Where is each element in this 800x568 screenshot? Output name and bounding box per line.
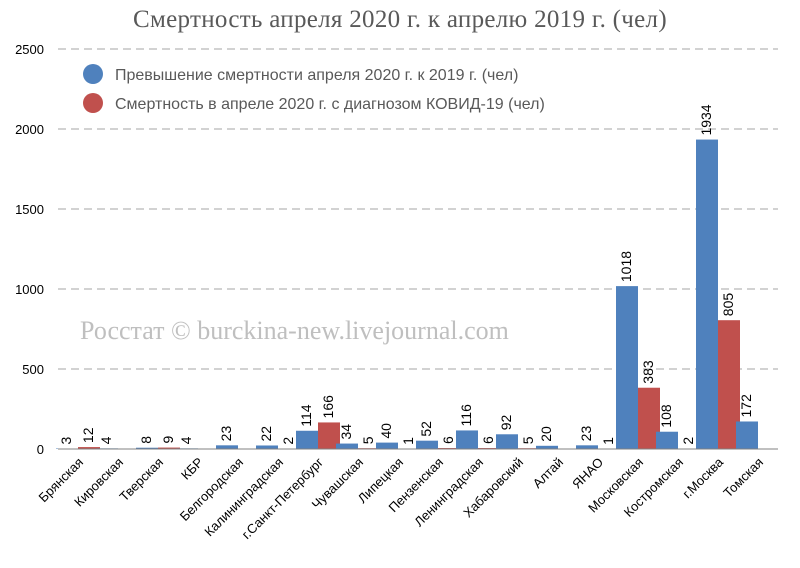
bars — [56, 139, 758, 449]
bar — [536, 445, 558, 449]
bar — [336, 443, 358, 449]
bar — [318, 422, 340, 449]
x-tick-label: Ленинградская — [411, 455, 486, 530]
data-label: 383 — [640, 360, 656, 384]
data-label: 4 — [178, 436, 194, 444]
data-label: 8 — [138, 436, 154, 444]
data-label: 116 — [458, 404, 474, 427]
bar — [296, 430, 318, 449]
bar — [158, 447, 180, 449]
data-label: 34 — [338, 424, 354, 440]
bar — [416, 440, 438, 449]
x-tick-label: Томская — [720, 455, 766, 501]
y-tick-label: 0 — [37, 442, 44, 457]
data-label: 6 — [480, 436, 496, 444]
bar — [376, 442, 398, 449]
data-label: 4 — [98, 436, 114, 444]
bar — [638, 387, 660, 449]
data-label: 108 — [658, 404, 674, 428]
watermark-text: Росстат © burckina-new.livejournal.com — [80, 316, 509, 345]
x-tick-label: КБР — [178, 455, 206, 483]
bar — [656, 431, 678, 449]
data-label: 1 — [600, 437, 616, 445]
data-label: 2 — [680, 437, 696, 445]
legend-marker — [83, 93, 103, 113]
data-label: 5 — [360, 436, 376, 444]
y-tick-label: 2000 — [15, 122, 44, 137]
bar — [78, 447, 100, 449]
x-tick-label: ЯНАО — [569, 455, 606, 492]
data-label: 172 — [738, 394, 754, 418]
data-label: 9 — [160, 436, 176, 444]
data-label: 1934 — [698, 104, 714, 135]
bar — [496, 434, 518, 449]
x-tick-label: Тверская — [116, 455, 166, 505]
data-label: 2 — [280, 437, 296, 445]
data-label: 52 — [418, 421, 434, 437]
data-label: 805 — [720, 293, 736, 317]
bar — [576, 445, 598, 449]
legend-label: Смертность в апреле 2020 г. с диагнозом … — [115, 96, 545, 113]
x-tick-label: г.Москва — [679, 454, 726, 501]
bar — [456, 430, 478, 449]
bar — [736, 421, 758, 449]
data-label: 92 — [498, 414, 514, 430]
bar — [696, 139, 718, 449]
data-label: 3 — [58, 437, 74, 445]
y-tick-label: 1500 — [15, 202, 44, 217]
data-label: 40 — [378, 423, 394, 439]
legend: Превышение смертности апреля 2020 г. к 2… — [83, 64, 545, 113]
data-label: 5 — [520, 436, 536, 444]
data-label: 20 — [538, 426, 554, 442]
gridlines — [58, 48, 778, 370]
data-label: 23 — [578, 426, 594, 442]
data-label: 166 — [320, 395, 336, 419]
data-label: 12 — [80, 427, 96, 443]
chart-title: Смертность апреля 2020 г. к апрелю 2019 … — [133, 6, 667, 33]
legend-marker — [83, 64, 103, 84]
bar — [616, 286, 638, 449]
data-label: 23 — [218, 426, 234, 442]
data-label: 22 — [258, 426, 274, 442]
bar — [136, 447, 158, 449]
bar — [216, 445, 238, 449]
data-label: 6 — [440, 436, 456, 444]
x-tick-label: Алтай — [530, 455, 566, 491]
y-tick-label: 2500 — [15, 42, 44, 57]
legend-label: Превышение смертности апреля 2020 г. к 2… — [115, 67, 518, 84]
data-label: 1 — [400, 437, 416, 445]
data-label: 1018 — [618, 251, 634, 282]
y-tick-label: 500 — [22, 362, 44, 377]
y-tick-label: 1000 — [15, 282, 44, 297]
data-label: 114 — [298, 404, 314, 427]
bar — [718, 320, 740, 449]
y-axis-ticks: 0 500 1000 1500 2000 2500 — [15, 42, 44, 457]
bar — [256, 445, 278, 449]
